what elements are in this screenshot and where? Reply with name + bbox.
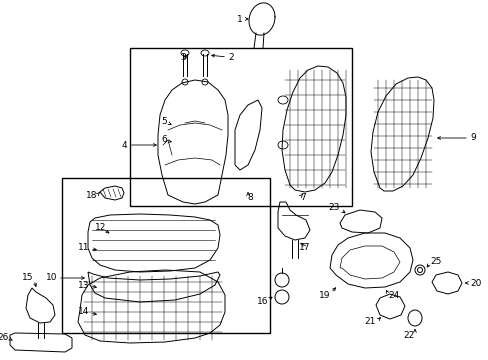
Text: 14: 14 xyxy=(78,307,89,316)
Text: 15: 15 xyxy=(21,274,33,283)
Text: 18: 18 xyxy=(85,190,97,199)
Text: 22: 22 xyxy=(403,330,414,339)
Text: 25: 25 xyxy=(429,257,441,266)
Text: 6: 6 xyxy=(161,135,167,144)
Text: 7: 7 xyxy=(299,193,305,202)
Text: 19: 19 xyxy=(318,291,329,300)
Text: 20: 20 xyxy=(469,279,480,288)
Text: 5: 5 xyxy=(161,117,167,126)
Text: 23: 23 xyxy=(328,203,339,212)
Text: 21: 21 xyxy=(364,318,375,327)
Text: 13: 13 xyxy=(77,280,89,289)
Text: 17: 17 xyxy=(298,243,309,252)
Text: 26: 26 xyxy=(0,333,9,342)
Text: 8: 8 xyxy=(246,193,252,202)
Bar xyxy=(62,178,269,333)
Text: 1: 1 xyxy=(237,14,243,23)
Text: 12: 12 xyxy=(95,224,106,233)
Text: 24: 24 xyxy=(387,291,398,300)
Text: 16: 16 xyxy=(256,297,267,306)
Text: 9: 9 xyxy=(469,134,475,143)
Text: 2: 2 xyxy=(227,53,233,62)
Text: 10: 10 xyxy=(45,274,57,283)
Text: 11: 11 xyxy=(77,243,89,252)
Bar xyxy=(130,48,351,206)
Text: 4: 4 xyxy=(121,140,127,149)
Text: 3: 3 xyxy=(180,53,185,62)
